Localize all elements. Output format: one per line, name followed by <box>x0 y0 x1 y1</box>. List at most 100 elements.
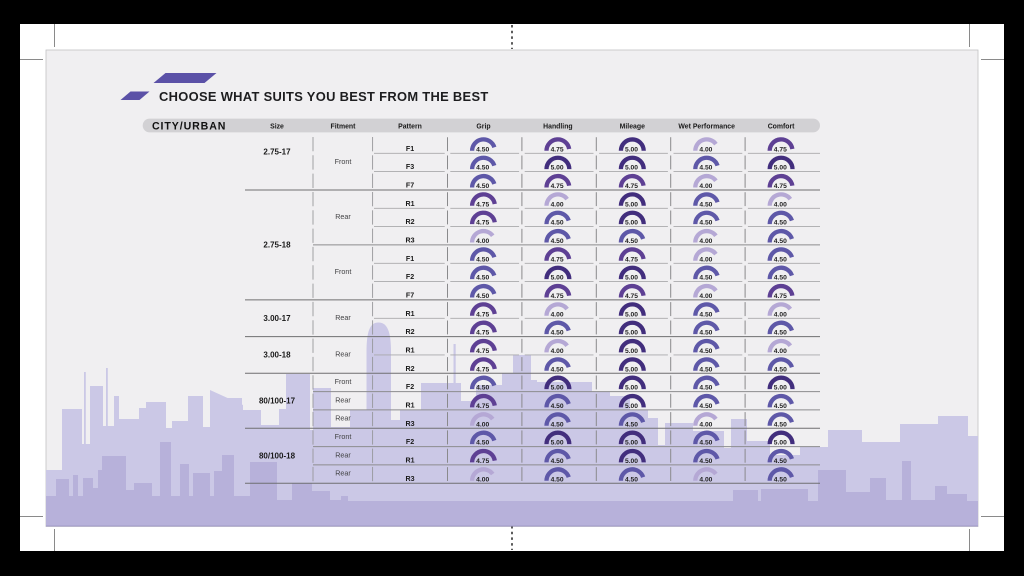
svg-text:4.00: 4.00 <box>774 348 787 355</box>
svg-text:4.75: 4.75 <box>476 201 489 208</box>
svg-text:5.00: 5.00 <box>551 385 564 392</box>
svg-text:5.00: 5.00 <box>625 201 638 208</box>
svg-text:5.00: 5.00 <box>625 311 638 318</box>
svg-text:4.75: 4.75 <box>551 183 564 190</box>
svg-text:4.50: 4.50 <box>699 440 712 447</box>
svg-text:4.50: 4.50 <box>476 440 489 447</box>
svg-text:4.50: 4.50 <box>774 366 787 373</box>
svg-text:F2: F2 <box>406 273 414 281</box>
svg-text:R1: R1 <box>405 200 414 208</box>
svg-text:Grip: Grip <box>476 123 490 130</box>
svg-text:4.75: 4.75 <box>625 183 638 190</box>
svg-text:4.00: 4.00 <box>551 348 564 355</box>
svg-text:4.50: 4.50 <box>699 201 712 208</box>
svg-text:4.50: 4.50 <box>699 366 712 373</box>
svg-text:4.00: 4.00 <box>551 201 564 208</box>
svg-text:4.50: 4.50 <box>699 311 712 318</box>
svg-text:5.00: 5.00 <box>551 440 564 447</box>
svg-text:4.00: 4.00 <box>699 421 712 428</box>
svg-text:4.00: 4.00 <box>774 201 787 208</box>
svg-text:4.50: 4.50 <box>551 476 564 483</box>
svg-text:4.00: 4.00 <box>551 311 564 318</box>
svg-text:R1: R1 <box>405 402 414 410</box>
svg-text:R2: R2 <box>405 365 414 373</box>
svg-text:Wet Performance: Wet Performance <box>678 123 735 130</box>
svg-text:5.00: 5.00 <box>625 275 638 282</box>
svg-text:5.00: 5.00 <box>625 330 638 337</box>
svg-text:4.00: 4.00 <box>774 311 787 318</box>
svg-text:F1: F1 <box>406 255 414 263</box>
svg-text:4.50: 4.50 <box>699 165 712 172</box>
svg-text:4.75: 4.75 <box>476 330 489 337</box>
svg-text:4.50: 4.50 <box>774 238 787 245</box>
svg-text:4.50: 4.50 <box>476 256 489 263</box>
svg-text:4.50: 4.50 <box>625 476 638 483</box>
svg-text:4.50: 4.50 <box>699 348 712 355</box>
svg-text:4.50: 4.50 <box>551 220 564 227</box>
svg-text:3.00-18: 3.00-18 <box>263 351 291 360</box>
svg-text:5.00: 5.00 <box>625 403 638 410</box>
svg-text:4.75: 4.75 <box>551 146 564 153</box>
svg-text:4.50: 4.50 <box>699 385 712 392</box>
svg-text:4.50: 4.50 <box>774 275 787 282</box>
svg-text:4.00: 4.00 <box>699 256 712 263</box>
svg-text:4.00: 4.00 <box>699 183 712 190</box>
svg-text:5.00: 5.00 <box>774 385 787 392</box>
svg-text:4.00: 4.00 <box>476 421 489 428</box>
svg-text:4.50: 4.50 <box>551 421 564 428</box>
svg-text:4.50: 4.50 <box>551 458 564 465</box>
svg-text:5.00: 5.00 <box>625 220 638 227</box>
svg-text:4.50: 4.50 <box>476 385 489 392</box>
svg-text:Mileage: Mileage <box>620 123 645 130</box>
svg-text:R2: R2 <box>405 218 414 226</box>
svg-text:Rear: Rear <box>335 414 351 423</box>
svg-text:5.00: 5.00 <box>774 165 787 172</box>
svg-text:4.75: 4.75 <box>476 403 489 410</box>
svg-text:5.00: 5.00 <box>551 275 564 282</box>
svg-text:4.75: 4.75 <box>551 256 564 263</box>
svg-text:4.00: 4.00 <box>476 476 489 483</box>
svg-text:Rear: Rear <box>335 395 351 404</box>
svg-text:80/100-17: 80/100-17 <box>259 396 296 405</box>
svg-text:4.50: 4.50 <box>476 275 489 282</box>
svg-text:F2: F2 <box>406 383 414 391</box>
svg-text:4.75: 4.75 <box>476 311 489 318</box>
svg-text:4.00: 4.00 <box>699 293 712 300</box>
svg-text:4.50: 4.50 <box>699 458 712 465</box>
svg-text:Size: Size <box>270 123 284 130</box>
svg-text:4.50: 4.50 <box>699 330 712 337</box>
svg-text:4.50: 4.50 <box>476 183 489 190</box>
svg-text:Front: Front <box>335 157 352 166</box>
svg-text:F1: F1 <box>406 145 414 153</box>
svg-text:F2: F2 <box>406 438 414 446</box>
svg-text:2.75-17: 2.75-17 <box>263 148 291 157</box>
svg-text:5.00: 5.00 <box>774 440 787 447</box>
svg-text:F7: F7 <box>406 182 414 190</box>
svg-text:Fitment: Fitment <box>331 123 357 130</box>
svg-text:5.00: 5.00 <box>625 366 638 373</box>
svg-text:4.50: 4.50 <box>476 165 489 172</box>
svg-text:2.75-18: 2.75-18 <box>263 241 291 250</box>
svg-text:4.00: 4.00 <box>476 238 489 245</box>
svg-text:R3: R3 <box>405 237 414 245</box>
svg-text:4.75: 4.75 <box>625 256 638 263</box>
svg-text:F3: F3 <box>406 163 414 171</box>
svg-text:4.50: 4.50 <box>476 146 489 153</box>
svg-text:4.50: 4.50 <box>699 275 712 282</box>
svg-text:4.00: 4.00 <box>699 238 712 245</box>
svg-text:Front: Front <box>335 377 352 386</box>
svg-text:R1: R1 <box>405 457 414 465</box>
svg-text:5.00: 5.00 <box>625 458 638 465</box>
svg-text:4.75: 4.75 <box>551 293 564 300</box>
svg-text:R1: R1 <box>405 347 414 355</box>
svg-text:4.50: 4.50 <box>699 403 712 410</box>
svg-text:5.00: 5.00 <box>625 348 638 355</box>
svg-text:Pattern: Pattern <box>398 123 422 130</box>
svg-text:4.50: 4.50 <box>476 293 489 300</box>
svg-text:Handling: Handling <box>543 123 572 130</box>
svg-text:4.50: 4.50 <box>551 366 564 373</box>
svg-text:4.75: 4.75 <box>476 220 489 227</box>
svg-text:4.50: 4.50 <box>625 421 638 428</box>
svg-text:4.50: 4.50 <box>625 238 638 245</box>
svg-text:4.50: 4.50 <box>774 458 787 465</box>
